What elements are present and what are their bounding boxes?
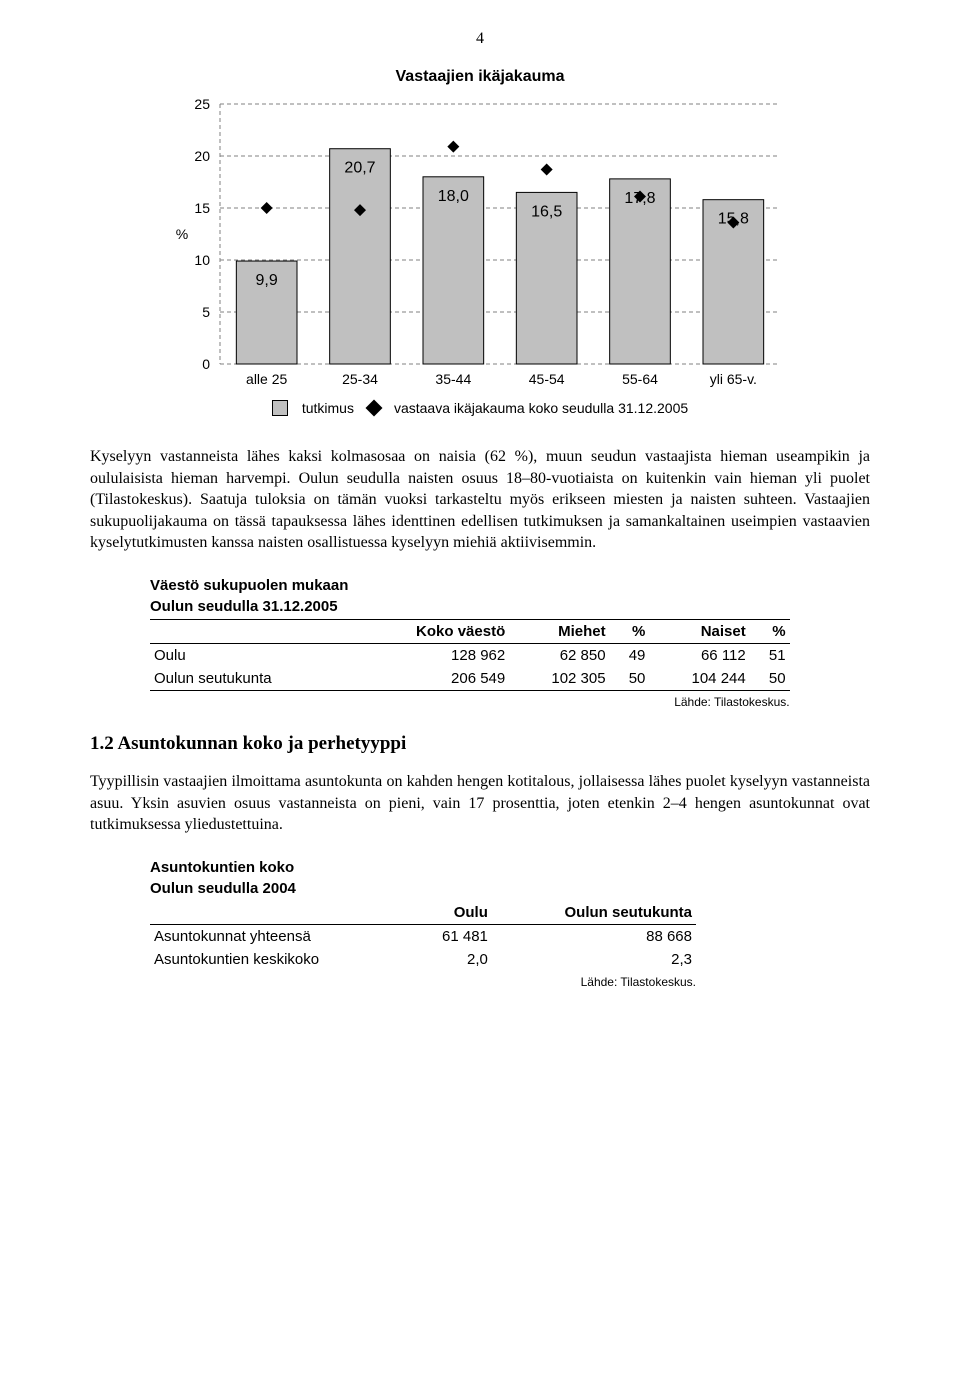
- svg-text:55-64: 55-64: [622, 371, 658, 387]
- table-cell: Oulu: [150, 643, 353, 667]
- age-distribution-chart: Vastaajien ikäjakauma 0 5 10 15 20 25% 9,9 alle…: [160, 68, 800, 416]
- table2: OuluOulun seutukunta Asuntokunnat yhteens…: [150, 901, 696, 971]
- svg-text:20,7: 20,7: [344, 160, 375, 177]
- legend-box-label: tutkimus: [302, 400, 354, 416]
- table2-title-line1: Asuntokuntien koko: [150, 858, 696, 878]
- chart-title: Vastaajien ikäjakauma: [160, 68, 800, 86]
- table2-source: Lähde: Tilastokeskus.: [150, 975, 696, 989]
- svg-text:45-54: 45-54: [529, 371, 565, 387]
- table-cell: 104 244: [649, 667, 749, 691]
- table-cell: 50: [750, 667, 790, 691]
- svg-text:20: 20: [194, 148, 210, 164]
- table-cell: 49: [610, 643, 650, 667]
- table-cell: 50: [610, 667, 650, 691]
- table-header-cell: Naiset: [649, 619, 749, 643]
- svg-text:25-34: 25-34: [342, 371, 378, 387]
- paragraph-household-size: Tyypillisin vastaajien ilmoittama asunto…: [90, 771, 870, 836]
- table-header-cell: %: [610, 619, 650, 643]
- svg-text:9,9: 9,9: [256, 272, 278, 289]
- table-cell: 128 962: [353, 643, 510, 667]
- table-cell: 2,3: [492, 948, 696, 971]
- table-cell: 88 668: [492, 924, 696, 948]
- svg-text:10: 10: [194, 252, 210, 268]
- table-cell: 206 549: [353, 667, 510, 691]
- svg-text:0: 0: [202, 356, 210, 372]
- table-cell: Oulun seutukunta: [150, 667, 353, 691]
- svg-text:25: 25: [194, 96, 210, 112]
- table1-source: Lähde: Tilastokeskus.: [150, 695, 790, 709]
- section-heading-1-2: 1.2 Asuntokunnan koko ja perhetyyppi: [90, 733, 870, 755]
- table-header-cell: Koko väestö: [353, 619, 510, 643]
- legend-diamond-icon: [365, 400, 382, 417]
- table-header-cell: [150, 619, 353, 643]
- table1-title-line2: Oulun seudulla 31.12.2005: [150, 597, 790, 617]
- table1-title-line1: Väestö sukupuolen mukaan: [150, 576, 790, 596]
- legend-marker-label: vastaava ikäjakauma koko seudulla 31.12.…: [394, 400, 688, 416]
- table-header-cell: [150, 901, 411, 925]
- table1: Koko väestöMiehet%Naiset% Oulu128 96262 8…: [150, 619, 790, 691]
- table-header-cell: Oulu: [411, 901, 492, 925]
- table-cell: 61 481: [411, 924, 492, 948]
- table-cell: 102 305: [509, 667, 609, 691]
- svg-text:16,5: 16,5: [531, 203, 562, 220]
- chart-legend: tutkimus vastaava ikäjakauma koko seudul…: [160, 400, 800, 416]
- bar-chart-svg: 0 5 10 15 20 25% 9,9 alle 25 20,7 25-34 18,0 35-44 1…: [160, 94, 800, 394]
- page-number: 4: [90, 30, 870, 48]
- table-cell: Asuntokuntien keskikoko: [150, 948, 411, 971]
- table-cell: 66 112: [649, 643, 749, 667]
- svg-text:alle 25: alle 25: [246, 371, 287, 387]
- table-cell: 51: [750, 643, 790, 667]
- svg-text:%: %: [176, 226, 188, 242]
- paragraph-survey-gender: Kyselyyn vastanneista lähes kaksi kolmas…: [90, 446, 870, 554]
- table-cell: Asuntokunnat yhteensä: [150, 924, 411, 948]
- population-by-gender-table: Väestö sukupuolen mukaan Oulun seudulla …: [150, 576, 790, 709]
- svg-text:5: 5: [202, 304, 210, 320]
- table-header-cell: Miehet: [509, 619, 609, 643]
- table2-title-line2: Oulun seudulla 2004: [150, 879, 696, 899]
- table-cell: 62 850: [509, 643, 609, 667]
- svg-text:yli 65-v.: yli 65-v.: [710, 371, 757, 387]
- svg-text:35-44: 35-44: [435, 371, 471, 387]
- svg-text:15: 15: [194, 200, 210, 216]
- table-header-cell: Oulun seutukunta: [492, 901, 696, 925]
- page: 4 Vastaajien ikäjakauma 0 5 10 15 20 25% 9,9 al…: [0, 0, 960, 1043]
- table-header-cell: %: [750, 619, 790, 643]
- legend-box-icon: [272, 400, 288, 416]
- svg-text:18,0: 18,0: [438, 188, 469, 205]
- household-size-table: Asuntokuntien koko Oulun seudulla 2004 O…: [150, 858, 696, 989]
- table-cell: 2,0: [411, 948, 492, 971]
